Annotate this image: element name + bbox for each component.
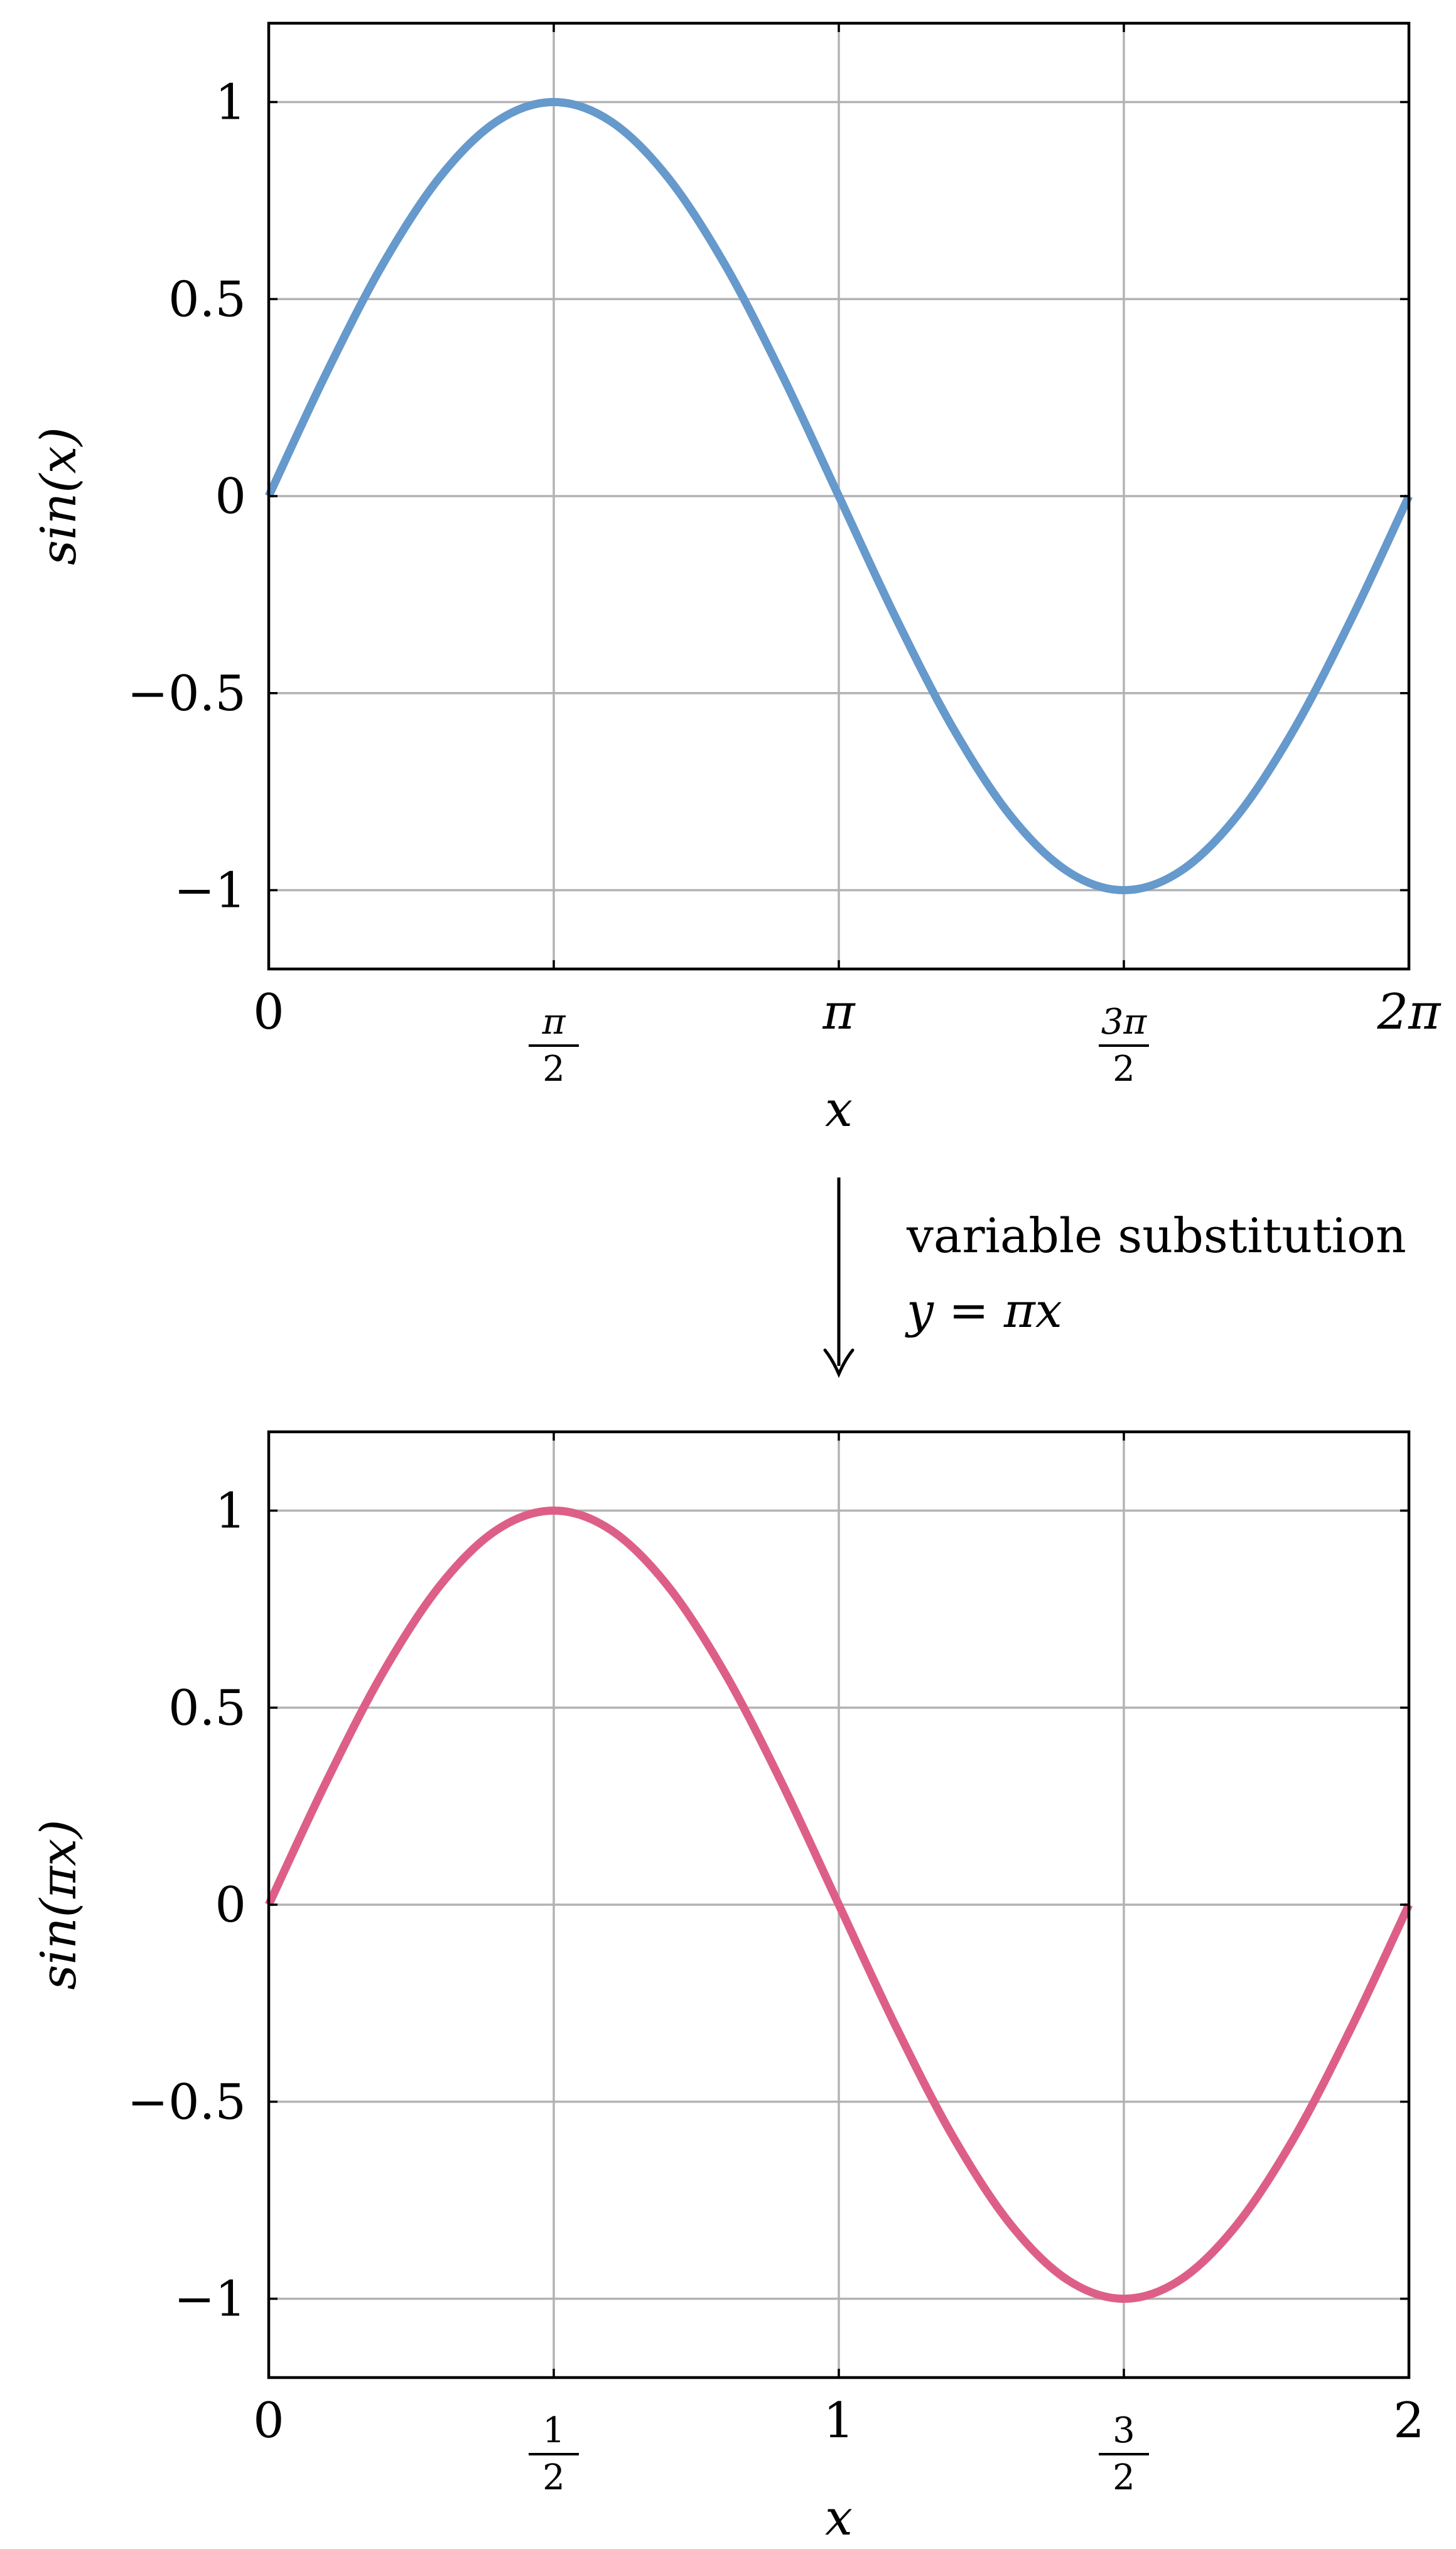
chart1-y-tick-label: −0.5 (127, 666, 246, 722)
chart2-ticks (267, 1432, 1410, 2378)
chart1-y-tick-label: 0.5 (168, 271, 246, 328)
chart2-y-tick-label: 0.5 (168, 1680, 246, 1736)
chart1-y-tick-label: −1 (174, 863, 246, 919)
chart1-x-axis-label: x (825, 1081, 853, 1138)
chart1-x-tick-label: π2 (528, 1002, 579, 1090)
chart2-series (265, 1507, 1413, 2303)
substitution-caption-line2: y = πx (905, 1282, 1062, 1338)
chart1-y-tick-label: 0 (215, 468, 246, 525)
chart1-series-line (265, 98, 1413, 894)
chart1-x-tick-numerator: 3π (1101, 1002, 1148, 1042)
chart1-y-tick-label: 1 (215, 75, 246, 131)
chart1-series (265, 98, 1413, 894)
chart1-x-tick-denominator: 2 (542, 1049, 565, 1090)
chart2-y-tick-label: 0 (215, 1877, 246, 1934)
chart2-x-tick-denominator: 2 (542, 2457, 565, 2498)
chart2-x-tick-label: 12 (529, 2410, 579, 2498)
chart2-y-axis-label: sin(πx) (31, 1819, 87, 1989)
substitution-caption-line1: variable substitution (906, 1208, 1406, 1264)
chart2-x-tick-label: 32 (1099, 2410, 1149, 2498)
chart2-x-axis-label: x (825, 2490, 853, 2546)
chart2-x-tick-denominator: 2 (1113, 2457, 1135, 2498)
chart1-x-tick-label: π (822, 984, 856, 1041)
chart1-x-tick-label: 2π (1377, 984, 1442, 1041)
chart-sin-pi-x: 0 121 322 10.50−0.5−1 x sin(πx) (31, 1430, 1425, 2546)
chart2-series-line (265, 1507, 1413, 2303)
chart2-x-tick-numerator: 1 (542, 2410, 565, 2451)
chart2-x-tick-label: 0 (253, 2393, 284, 2449)
chart2-y-tick-labels: 1 0.5 0 −0.5 −1 (127, 1483, 246, 2328)
chart2-y-tick-label: 1 (215, 1483, 246, 1540)
chart1-ticks (267, 23, 1410, 969)
chart1-x-tick-label: 3π2 (1099, 1002, 1150, 1090)
chart1-y-axis-label: sin(x) (31, 427, 87, 565)
chart2-y-tick-label: −1 (174, 2271, 246, 2328)
chart1-x-tick-label: 0 (253, 984, 284, 1041)
chart1-y-tick-labels: 1 0.5 0 −0.5 −1 (127, 75, 246, 919)
chart1-x-tick-numerator: π (542, 1002, 566, 1042)
chart2-x-tick-label: 2 (1393, 2393, 1425, 2449)
chart2-x-tick-label: 1 (823, 2393, 855, 2449)
chart2-x-tick-numerator: 3 (1113, 2410, 1135, 2451)
chart1-x-tick-denominator: 2 (1113, 1049, 1135, 1090)
substitution-annotation: variable substitution y = πx (823, 1177, 1406, 1378)
chart2-y-tick-label: −0.5 (127, 2074, 246, 2131)
chart2-x-tick-labels: 0 121 322 (253, 2393, 1425, 2498)
down-arrow-icon (823, 1177, 855, 1378)
